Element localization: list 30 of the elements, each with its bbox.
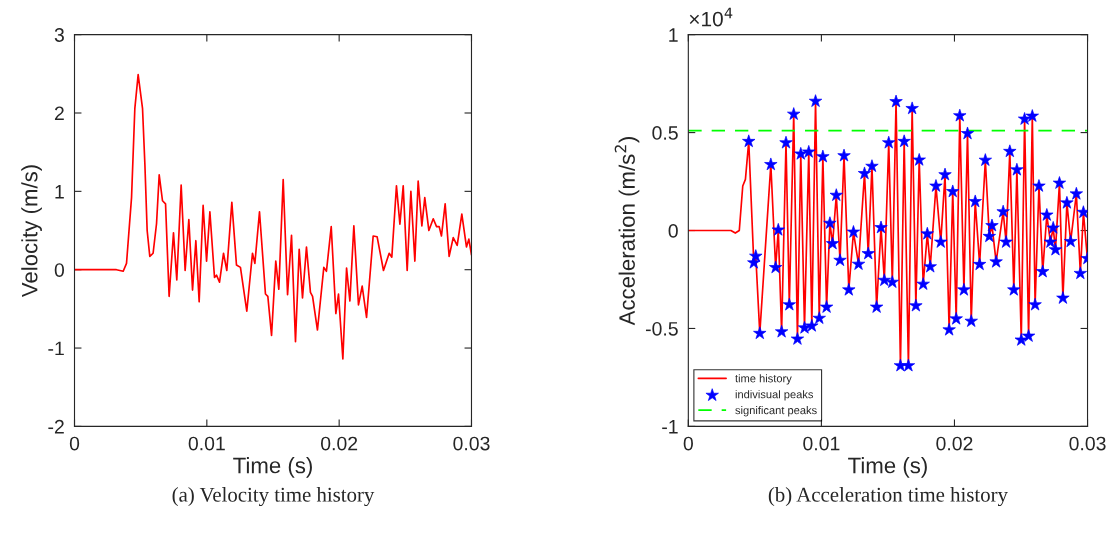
x-tick-label: 0.02 bbox=[936, 436, 973, 451]
y-tick-label: 1 bbox=[669, 28, 678, 42]
y-axis-title: Acceleration (m/s$^{2}$) bbox=[614, 137, 640, 326]
y-tick-label: -0.5 bbox=[645, 321, 678, 336]
y-tick-label: 1 bbox=[55, 185, 64, 199]
text: (b) Acceleration time history bbox=[768, 487, 1008, 507]
legend-label: significant peaks bbox=[735, 406, 817, 417]
y-tick-label: 2 bbox=[54, 106, 64, 121]
y-axis-title: Velocity (m/s) bbox=[21, 165, 42, 298]
y-tick-label: -2 bbox=[48, 419, 64, 434]
line-series bbox=[74, 73, 472, 360]
text: (a) Velocity time history bbox=[172, 487, 375, 507]
x-axis-title: Time (s) bbox=[848, 457, 927, 478]
y-tick-label: 3 bbox=[54, 28, 64, 42]
x-tick-label: 0.01 bbox=[803, 436, 840, 451]
x-axis-title: Time (s) bbox=[233, 457, 312, 478]
y-tick-label: 0 bbox=[668, 223, 678, 238]
y-tick-label: 0.5 bbox=[652, 126, 678, 140]
legend-label: time history bbox=[735, 374, 792, 385]
y-tick-label: 0 bbox=[54, 263, 65, 277]
x-tick-label: 0.03 bbox=[453, 436, 490, 451]
x-tick-label: 0 bbox=[683, 436, 693, 451]
x-tick-label: 0.01 bbox=[188, 436, 225, 451]
x-tick-label: 0.02 bbox=[321, 436, 358, 451]
y-tick-label: -1 bbox=[662, 420, 678, 434]
legend-label: indivisual peaks bbox=[735, 390, 814, 401]
x-tick-label: 0.03 bbox=[1069, 436, 1106, 451]
x-tick-label: 0 bbox=[69, 436, 80, 451]
text: ×10$^{4}$ bbox=[689, 7, 733, 27]
y-tick-label: -1 bbox=[48, 341, 64, 356]
